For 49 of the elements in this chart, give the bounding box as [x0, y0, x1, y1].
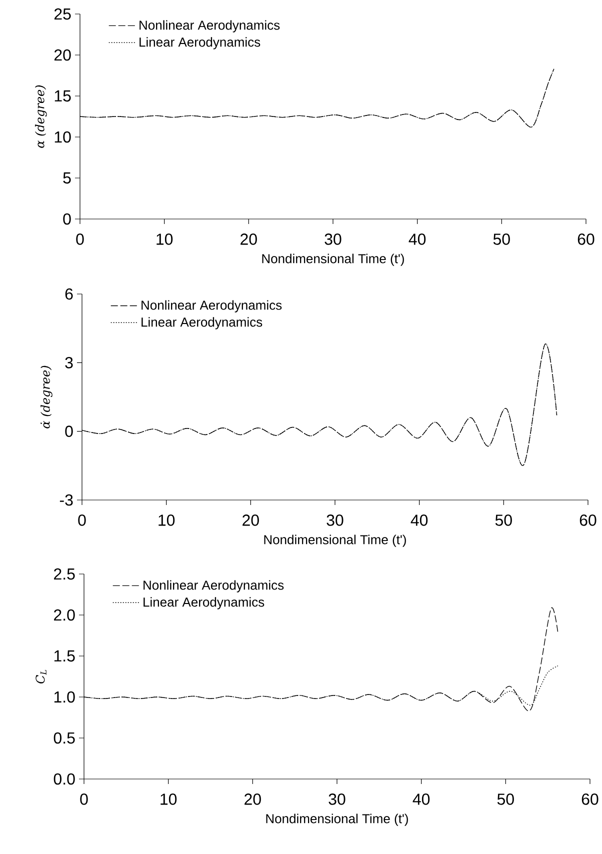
x-tick-label: 20	[244, 794, 261, 805]
x-tick-label: 30	[326, 514, 344, 526]
x-axis-title: Nondimensional Time (t')	[262, 254, 404, 266]
x-tick-label: 30	[324, 234, 342, 245]
y-tick-label: -3	[60, 494, 73, 506]
x-tick-label: 50	[497, 794, 514, 805]
legend-label: Nonlinear Aerodynamics	[143, 580, 284, 592]
y-tick-label: 0.5	[54, 732, 75, 744]
y-tick-label: 20	[54, 49, 71, 61]
y-tick-label: 10	[54, 131, 71, 143]
x-tick-label: 30	[328, 794, 346, 805]
x-tick-label: 40	[412, 794, 430, 805]
y-axis-title: C$_{L}$	[36, 670, 46, 684]
y-tick-label: 25	[54, 8, 71, 20]
x-tick-label: 10	[160, 794, 176, 805]
x-tick-label: 40	[408, 234, 426, 245]
legend-label: Linear Aerodynamics	[143, 597, 264, 610]
x-tick-label: 60	[580, 514, 596, 526]
x-axis-title: Nondimensional Time (t')	[266, 814, 408, 826]
y-tick-label: 0	[65, 426, 73, 437]
y-axis-title: α̇ (degree)	[40, 366, 52, 428]
y-tick-label: 3	[65, 357, 73, 368]
legend-label: Nonlinear Aerodynamics	[141, 300, 282, 312]
y-tick-label: 2.0	[54, 609, 75, 621]
y-tick-label: 0.0	[54, 773, 75, 785]
y-tick-label: 0	[63, 213, 71, 225]
y-tick-label: 1.0	[54, 691, 75, 703]
x-tick-label: 0	[76, 234, 84, 245]
x-tick-label: 0	[80, 794, 88, 805]
x-axis-title: Nondimensional Time (t')	[264, 534, 406, 547]
y-tick-label: 15	[54, 90, 71, 102]
legend-label: Nonlinear Aerodynamics	[139, 20, 280, 32]
x-tick-label: 60	[582, 794, 598, 805]
x-tick-label: 0	[78, 514, 86, 526]
x-tick-label: 20	[242, 514, 259, 526]
y-tick-label: 1.5	[54, 650, 75, 662]
x-tick-label: 10	[156, 234, 172, 245]
y-axis-title: α (degree)	[34, 85, 47, 148]
x-tick-label: 60	[578, 234, 594, 245]
legend-label: Linear Aerodynamics	[141, 317, 262, 330]
y-tick-label: 6	[65, 288, 73, 300]
x-tick-label: 40	[410, 514, 428, 526]
x-tick-label: 50	[493, 234, 510, 245]
x-tick-label: 10	[158, 514, 174, 526]
y-tick-label: 5	[63, 172, 71, 184]
legend-label: Linear Aerodynamics	[139, 37, 260, 50]
x-tick-label: 20	[240, 234, 257, 245]
y-tick-label: 2.5	[54, 568, 75, 580]
x-tick-label: 50	[495, 514, 512, 526]
